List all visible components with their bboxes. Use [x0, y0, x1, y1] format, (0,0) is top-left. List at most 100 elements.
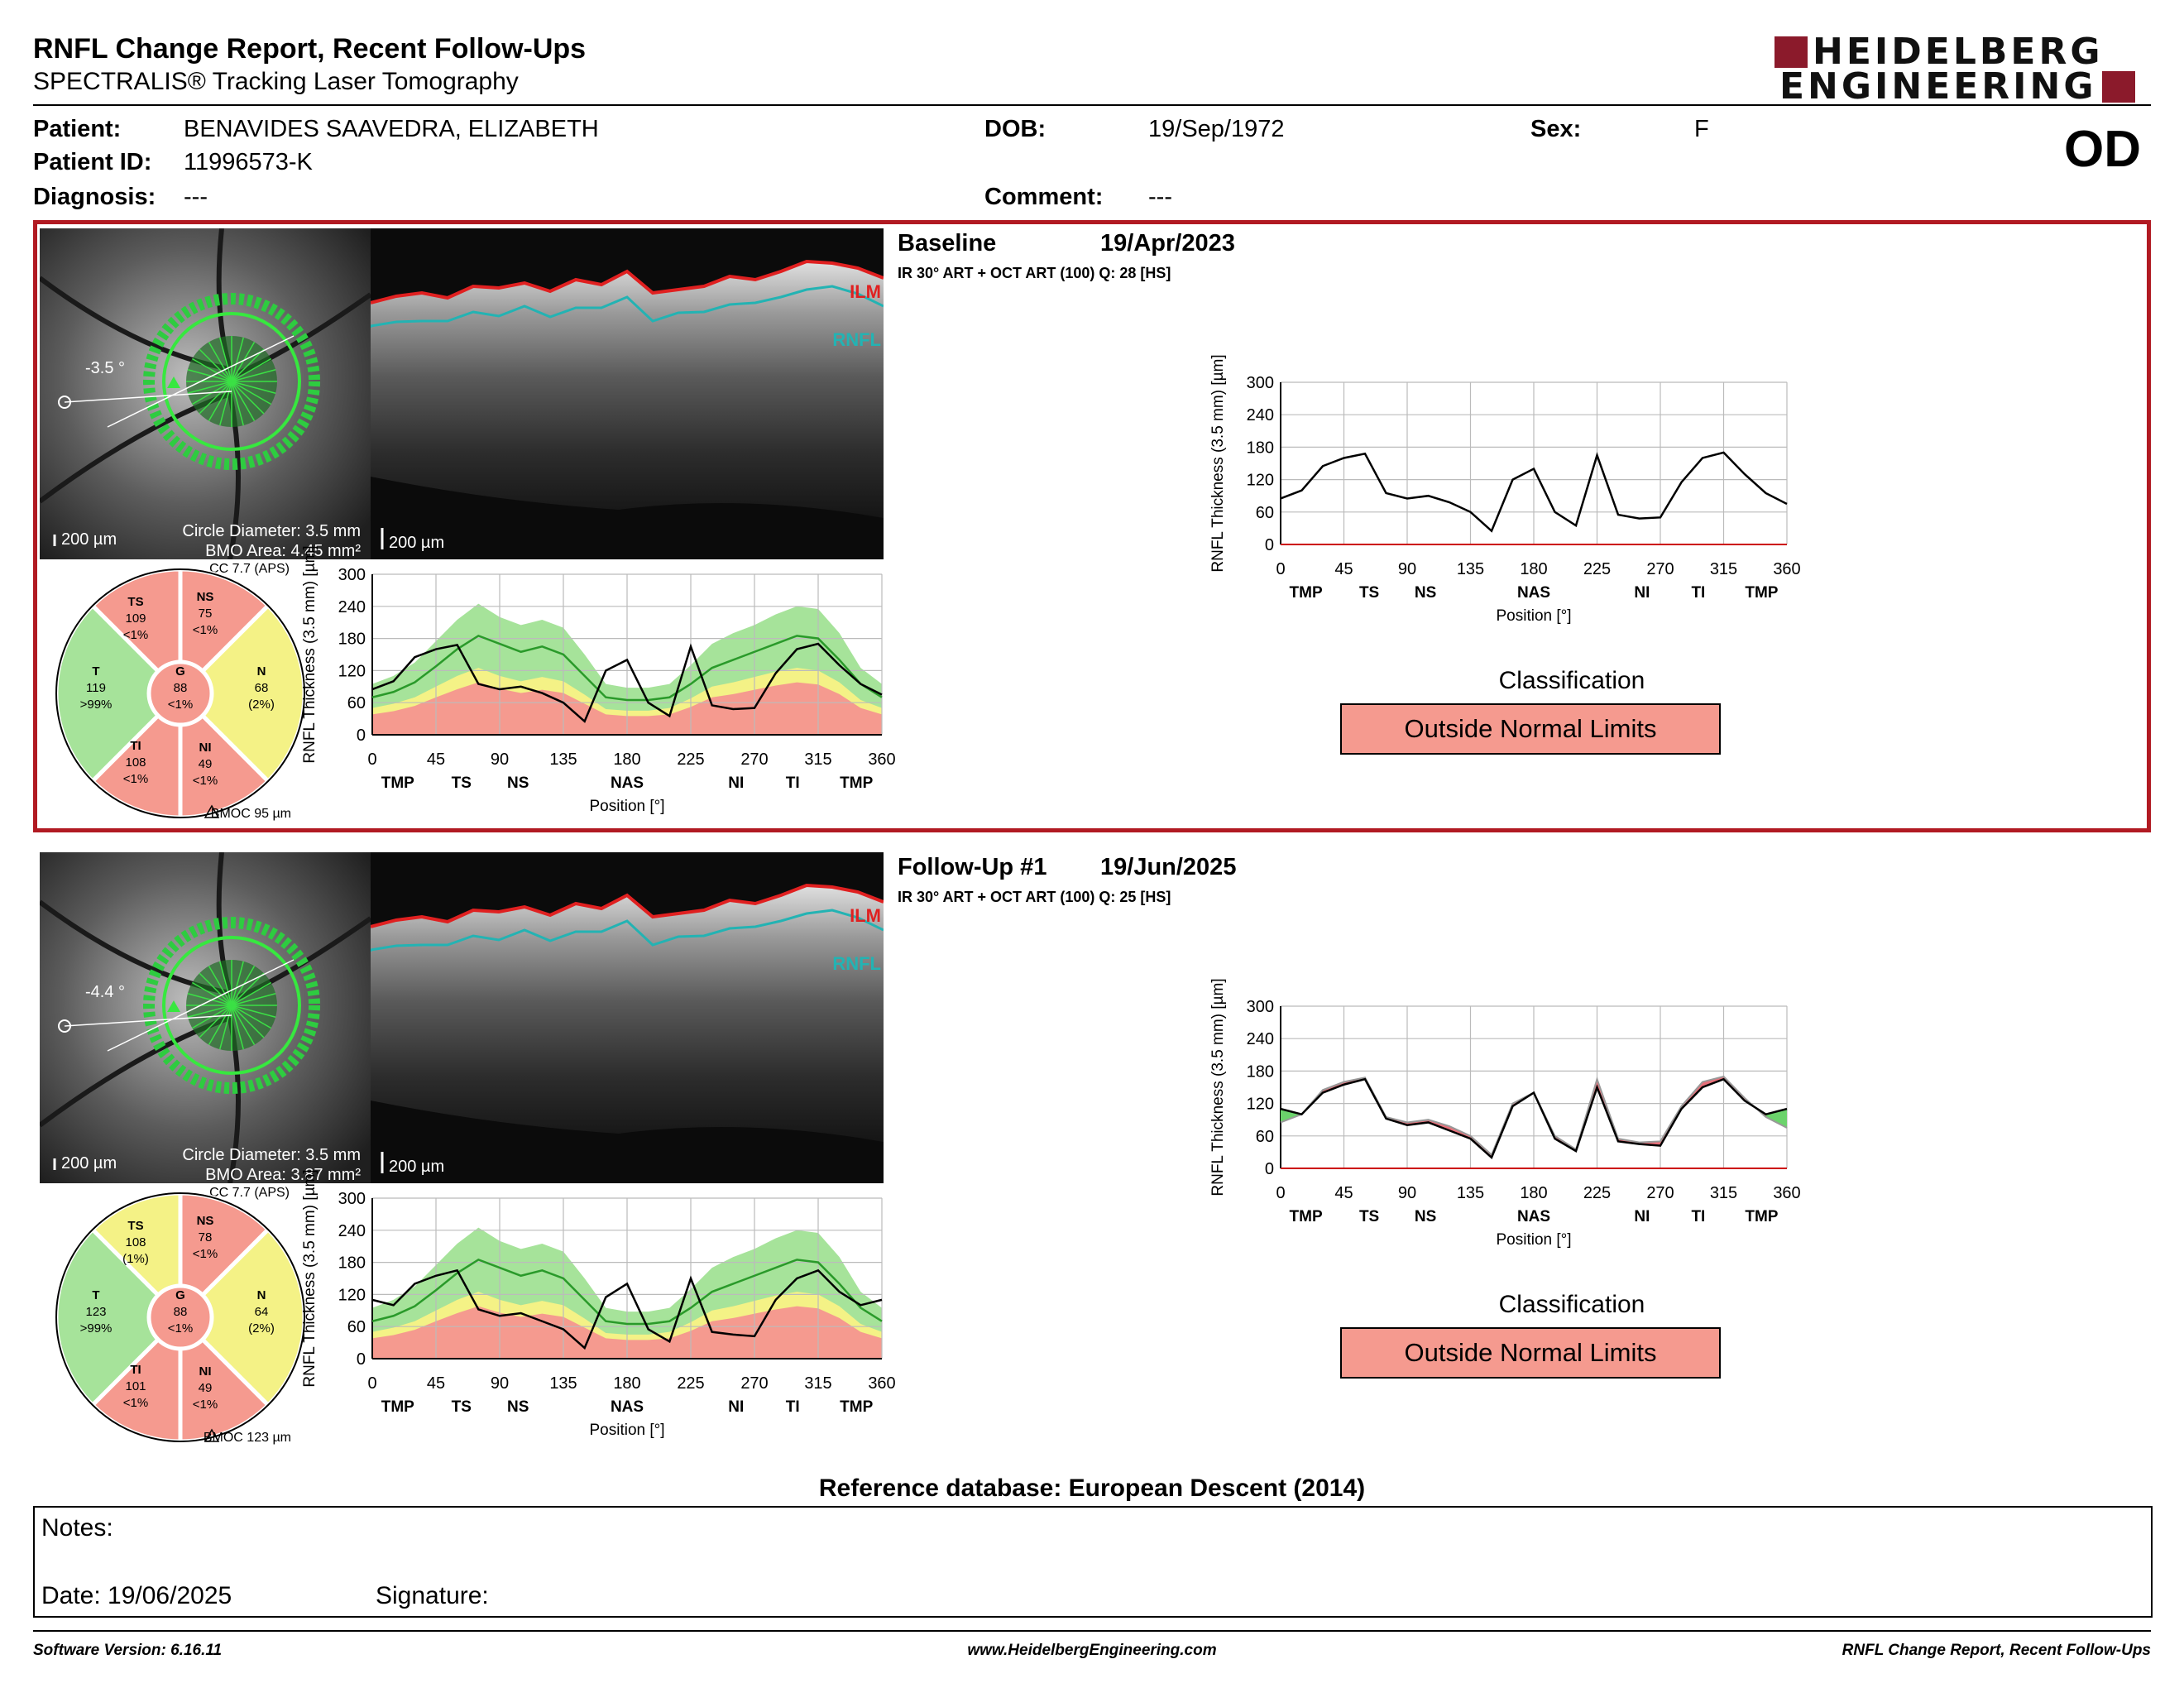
sector-axis-label: TI [1691, 1208, 1705, 1225]
disc-spoke [231, 341, 256, 382]
disc-spoke [219, 381, 232, 426]
dob-value: 19/Sep/1972 [1148, 116, 1285, 142]
sex-label: Sex: [1530, 116, 1582, 142]
scan-grid-ring [143, 293, 320, 470]
disc-spoke [191, 981, 232, 1006]
y-tick-label: 60 [347, 694, 366, 712]
sector-name-t: T [92, 664, 99, 679]
sector-name-t: T [92, 1288, 99, 1302]
fovea-axis [107, 335, 295, 428]
logo-square-icon [1774, 36, 1808, 68]
patient-id-label: Patient ID: [33, 149, 152, 175]
baseline-section: -3.5 ° 200 µm Circle Diameter: 3.5 mm BMO A… [33, 220, 2151, 832]
x-tick-label: 135 [549, 750, 577, 769]
x-tick-label: 0 [367, 750, 376, 769]
classification-result: Outside Normal Limits [1340, 703, 1721, 755]
sector-axis-label: TMP [1290, 584, 1323, 602]
disc-spoke [231, 381, 256, 422]
disc-spoke [231, 993, 276, 1006]
fovea-line [64, 391, 232, 403]
x-tick-label: 90 [491, 750, 509, 769]
exam-subtitle: IR 30° ART + OCT ART (100) Q: 25 [HS] [898, 889, 1171, 905]
x-tick-label: 90 [491, 1374, 509, 1393]
sector-pie: T 119 >99% TS 109 <1% NS 75 <1% N 68 (2%) NI 49 <1% TI 1… [54, 567, 307, 820]
y-tick-label: 60 [1256, 1128, 1274, 1146]
series-line-0 [1280, 451, 1788, 533]
y-tick-label: 300 [338, 1190, 366, 1208]
software-version: Software Version: 6.16.11 [33, 1642, 223, 1659]
disc-spoke [231, 972, 265, 1006]
x-tick-label: 45 [427, 750, 445, 769]
ilm-label: ILM [850, 905, 881, 926]
profile-chart: 0 45 90 135 180 225 270 315 360 0 60 120 180 240 300 TM… [301, 545, 896, 815]
disc-spoke [231, 961, 244, 1006]
sector-axis-label: NS [1415, 584, 1436, 602]
disc-spoke [187, 369, 232, 382]
disc-spoke [208, 341, 232, 382]
logo-line2: ENGINEERING [1779, 65, 2097, 108]
sector-value-g: 88 [174, 681, 188, 695]
disc-spoke [208, 381, 232, 422]
notes-box[interactable]: Notes: Date: 19/06/2025 Signature: [33, 1506, 2153, 1618]
y-tick-label: 120 [1247, 1096, 1274, 1114]
sector-pct-ni: <1% [193, 774, 218, 788]
x-tick-label: 360 [868, 1374, 895, 1393]
sector-pie: T 123 >99% TS 108 (1%) NS 78 <1% N 64 (2%) NI 49 <1% TI… [54, 1191, 307, 1444]
y-tick-label: 300 [338, 566, 366, 584]
x-axis-title: Position [°] [589, 798, 664, 815]
y-tick-label: 180 [338, 631, 366, 649]
sector-name-ti: TI [130, 1363, 141, 1377]
y-tick-label: 60 [347, 1318, 366, 1336]
notes-date: Date: 19/06/2025 [41, 1582, 232, 1609]
y-tick-label: 120 [338, 662, 366, 680]
disc-spoke [231, 981, 272, 1006]
sector-name-ns: NS [197, 590, 214, 604]
x-axis-title: Position [°] [1496, 607, 1571, 625]
pie-outline [55, 1192, 305, 1442]
ilm-label: ILM [850, 281, 881, 302]
change-chart: 0 45 90 135 180 225 270 315 360 0 60 120 180 240 300 TM… [1209, 978, 1801, 1249]
sector-pct-g: <1% [168, 1321, 193, 1336]
x-tick-label: 0 [1276, 560, 1285, 578]
scan-start-icon [167, 376, 180, 388]
sector-value-g: 88 [174, 1305, 188, 1319]
bmo-area: BMO Area: 4.45 mm² [205, 542, 361, 559]
oct-scale: 200 µm [389, 534, 444, 552]
x-tick-label: 270 [1646, 1184, 1674, 1202]
disc-spoke [231, 1005, 276, 1018]
change-chart: 0 45 90 135 180 225 270 315 360 0 60 120 180 240 300 TM… [1209, 354, 1801, 625]
report-title: RNFL Change Report, Recent Follow-Ups [33, 33, 587, 65]
circle-diameter: Circle Diameter: 3.5 mm [182, 522, 361, 540]
heidelberg-logo: HEIDELBERG [1774, 33, 2155, 71]
x-tick-label: 360 [1773, 1184, 1800, 1202]
eye-label: OD [2064, 121, 2141, 178]
sector-axis-label: TMP [840, 1398, 873, 1416]
sector-axis-label: TI [786, 774, 800, 792]
diagnosis-label: Diagnosis: [33, 184, 156, 210]
fovea-line [64, 1014, 232, 1027]
x-tick-label: 315 [1710, 1184, 1737, 1202]
y-axis-title: RNFL Thickness (3.5 mm) [µm] [301, 1169, 318, 1387]
sector-name-n: N [257, 1288, 266, 1302]
y-axis-title: RNFL Thickness (3.5 mm) [µm] [301, 545, 318, 763]
sector-axis-label: TS [1359, 1208, 1379, 1225]
dob-label: DOB: [984, 116, 1046, 142]
circle-diameter: Circle Diameter: 3.5 mm [182, 1146, 361, 1164]
sector-axis-label: NI [728, 1398, 744, 1416]
sector-axis-label: TI [1691, 584, 1705, 602]
bmoc-label: BMOC 123 µm [204, 1431, 291, 1445]
disc-spoke [187, 993, 232, 1006]
y-tick-label: 0 [1265, 536, 1274, 554]
y-tick-label: 300 [1247, 374, 1274, 392]
x-axis-title: Position [°] [1496, 1231, 1571, 1249]
normal-mean-line [371, 634, 883, 702]
normal-mean-line [371, 1258, 883, 1326]
sector-pct-n: (2%) [248, 698, 275, 712]
sector-pct-ns: <1% [193, 1247, 218, 1261]
fovea-axis [107, 959, 295, 1052]
website-link[interactable]: www.HeidelbergEngineering.com [967, 1642, 1217, 1659]
sector-name-ni: NI [199, 741, 212, 755]
sector-value-n: 64 [255, 1305, 269, 1319]
x-tick-label: 225 [677, 750, 704, 769]
x-tick-label: 45 [1334, 560, 1353, 578]
